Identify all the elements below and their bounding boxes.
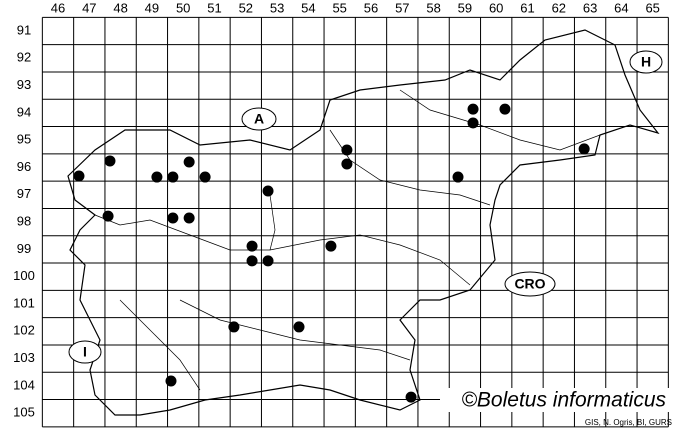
row-label: 92: [17, 50, 31, 65]
column-label: 59: [458, 0, 472, 15]
column-label: 51: [207, 0, 221, 15]
column-label: 57: [395, 0, 409, 15]
row-label: 104: [13, 377, 35, 392]
record-dot: [262, 255, 274, 267]
column-label: 54: [301, 0, 315, 15]
record-dot: [199, 171, 211, 183]
row-label: 97: [17, 186, 31, 201]
copyright: ©Boletus informaticus: [461, 389, 666, 412]
record-dot: [341, 144, 353, 156]
row-label: 96: [17, 159, 31, 174]
column-label: 64: [614, 0, 628, 15]
caption-bg: [440, 388, 672, 412]
column-label: 48: [113, 0, 127, 15]
country-badge: [68, 340, 102, 364]
record-dot: [467, 103, 479, 115]
record-dot: [246, 240, 258, 252]
records: [73, 103, 590, 403]
row-label: 98: [17, 214, 31, 229]
row-label: 102: [13, 323, 35, 338]
row-label: 95: [17, 132, 31, 147]
record-dot: [341, 158, 353, 170]
column-label: 65: [645, 0, 659, 15]
record-dot: [578, 143, 590, 155]
labels: 46 47 48 49 50 51 52 53 54 55 56 57 58 59 60 61 62 63 64 65…: [13, 0, 660, 419]
record-dot: [167, 171, 179, 183]
rivers: [94, 89, 601, 391]
column-label: 56: [364, 0, 378, 15]
row-label: 93: [17, 77, 31, 92]
row-label: 91: [17, 22, 31, 37]
record-dot: [183, 156, 195, 168]
column-label: 49: [145, 0, 159, 15]
country-badge: [504, 271, 556, 297]
record-dot: [167, 212, 179, 224]
record-dot: [293, 321, 305, 333]
column-label: 55: [332, 0, 346, 15]
row-label: 103: [13, 350, 35, 365]
row-label: 94: [17, 104, 31, 119]
country-label: CRO: [514, 276, 545, 292]
record-dot: [165, 375, 177, 387]
country-label: H: [641, 54, 651, 70]
column-label: 46: [51, 0, 65, 15]
column-label: 63: [583, 0, 597, 15]
record-dot: [104, 155, 116, 167]
country-badge: [629, 50, 663, 74]
record-dot: [325, 240, 337, 252]
record-dot: [73, 170, 85, 182]
row-label: 99: [17, 241, 31, 256]
country-badge: [241, 107, 277, 131]
record-dot: [102, 210, 114, 222]
record-dot: [151, 171, 163, 183]
record-dot: [452, 171, 464, 183]
country-label: A: [254, 111, 264, 127]
column-label: 47: [82, 0, 96, 15]
column-label: 60: [489, 0, 503, 15]
column-label: 62: [552, 0, 566, 15]
row-label: 100: [13, 268, 35, 283]
column-label: 58: [426, 0, 440, 15]
column-label: 53: [270, 0, 284, 15]
record-dot: [262, 185, 274, 197]
record-dot: [499, 103, 511, 115]
country-outline: [67, 29, 660, 416]
credits: GIS, N. Ogris, BI, GURS: [585, 418, 672, 427]
row-label: 105: [13, 405, 35, 420]
record-dot: [467, 117, 479, 129]
record-dot: [405, 391, 417, 403]
row-label: 101: [13, 295, 35, 310]
record-dot: [246, 255, 258, 267]
column-label: 52: [239, 0, 253, 15]
country-label: I: [83, 344, 87, 360]
record-dot: [228, 321, 240, 333]
record-dot: [183, 212, 195, 224]
column-label: 50: [176, 0, 190, 15]
column-label: 61: [520, 0, 534, 15]
